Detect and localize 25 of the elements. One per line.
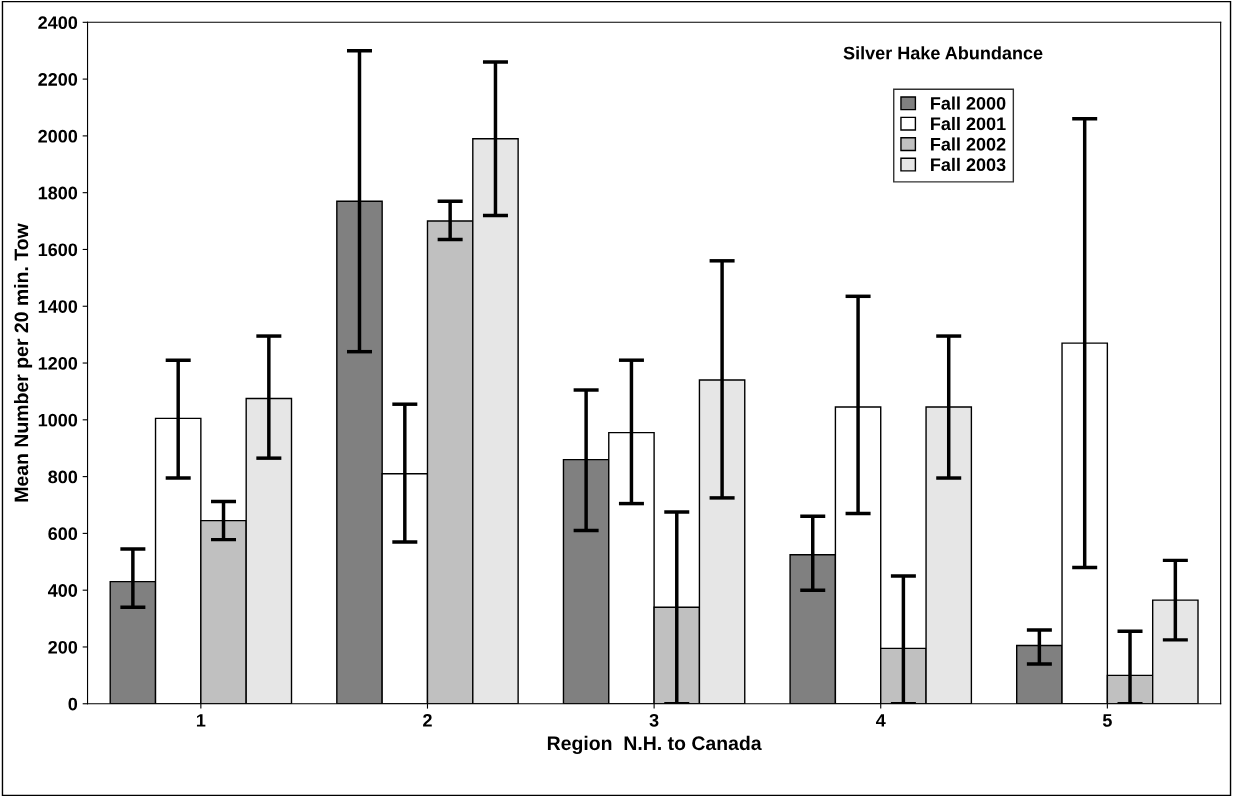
x-tick-label: 5 [1102,714,1112,727]
x-tick-label: 4 [875,714,886,727]
y-tick-label: 1200 [38,356,78,370]
x-tick-label: 2 [423,713,432,727]
legend-label: Fall 2000 [931,96,1006,110]
y-tick-label: 400 [47,584,78,597]
legend-label: Fall 2001 [931,116,1006,131]
y-tick-label: 2400 [38,16,78,30]
legend-label: Fall 2003 [931,157,1006,172]
x-tick-label: 1 [196,714,206,727]
y-tick-label: 1000 [38,413,78,427]
y-tick-label: 200 [48,640,78,654]
y-tick-label: 2200 [38,73,78,86]
text: Silver Hake Abundance [843,46,1043,60]
y-axis-title: Mean Number per 20 min. Tow [13,223,33,502]
legend-label: Fall 2002 [931,137,1006,151]
y-tick-label: 2000 [38,129,78,143]
y-tick-label: 1400 [38,300,78,313]
y-tick-label: 0 [68,697,78,711]
x-axis-title: Region N.H. to Canada [547,735,762,755]
y-tick-label: 800 [48,470,78,484]
x-tick-label: 3 [649,713,659,727]
y-tick-label: 1800 [38,186,78,200]
y-tick-label: 600 [48,527,78,541]
y-tick-label: 1600 [38,243,78,257]
